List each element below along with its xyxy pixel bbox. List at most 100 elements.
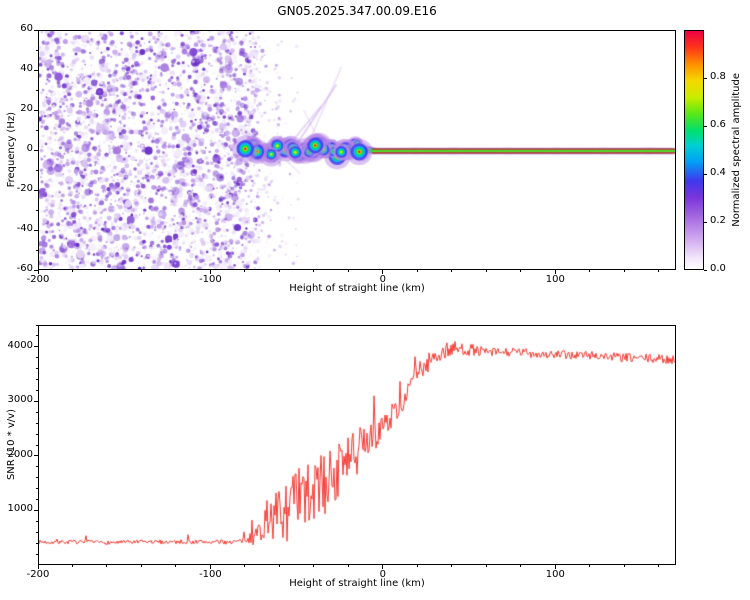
x-tick <box>209 565 211 569</box>
y-minor-tick <box>36 49 38 51</box>
y-tick-label: 20 <box>20 103 33 114</box>
y-minor-tick <box>36 129 38 131</box>
y-tick-label: 2000 <box>7 448 33 460</box>
colorbar-tick <box>704 125 707 127</box>
x-minor-tick <box>658 270 660 272</box>
snr-xlabel: Height of straight line (km) <box>289 578 425 589</box>
x-tick <box>554 270 556 274</box>
y-tick <box>34 149 38 151</box>
x-minor-tick <box>623 565 625 567</box>
x-minor-tick <box>347 270 349 272</box>
y-tick-label: -60 <box>16 263 33 274</box>
x-minor-tick <box>106 270 108 272</box>
x-tick <box>382 270 384 274</box>
x-minor-tick <box>485 270 487 272</box>
y-tick-label: 3000 <box>7 394 33 406</box>
colorbar-tick-label: 0.6 <box>710 119 726 130</box>
spectrogram-xlabel: Height of straight line (km) <box>289 283 425 294</box>
x-minor-tick <box>347 565 349 567</box>
y-minor-tick <box>36 422 38 424</box>
y-tick-label: 0 <box>26 143 33 154</box>
x-minor-tick <box>71 565 73 567</box>
y-minor-tick <box>36 444 38 446</box>
y-minor-tick <box>36 335 38 337</box>
x-minor-tick <box>313 565 315 567</box>
y-minor-tick <box>36 466 38 468</box>
y-minor-tick <box>36 368 38 370</box>
colorbar-label-box: Normalized spectral amplitude <box>729 30 743 270</box>
snr-ylabel: SNR (10 * v/v) <box>5 409 17 481</box>
x-minor-tick <box>451 270 453 272</box>
colorbar-tick-label: 0.4 <box>710 167 726 178</box>
x-tick-label: 100 <box>545 274 565 285</box>
y-tick <box>34 455 38 457</box>
y-minor-tick <box>36 357 38 359</box>
spectrogram-panel <box>38 30 676 270</box>
x-minor-tick <box>140 565 142 567</box>
y-tick-label: -40 <box>16 223 33 234</box>
x-minor-tick <box>416 565 418 567</box>
y-minor-tick <box>36 209 38 211</box>
colorbar-tick-label: 0.2 <box>710 215 726 226</box>
y-tick <box>34 109 38 111</box>
colorbar <box>684 30 704 270</box>
x-minor-tick <box>140 270 142 272</box>
x-minor-tick <box>589 270 591 272</box>
y-minor-tick <box>36 499 38 501</box>
y-tick <box>34 29 38 31</box>
colorbar-tick <box>704 77 707 79</box>
x-tick-label: 0 <box>379 274 387 285</box>
colorbar-label: Normalized spectral amplitude <box>730 73 742 227</box>
y-tick-label: 60 <box>20 23 33 34</box>
x-tick <box>382 565 384 569</box>
snr-canvas <box>39 326 675 564</box>
y-minor-tick <box>36 89 38 91</box>
x-minor-tick <box>278 270 280 272</box>
y-minor-tick <box>36 520 38 522</box>
x-minor-tick <box>244 270 246 272</box>
x-minor-tick <box>175 270 177 272</box>
y-minor-tick <box>36 488 38 490</box>
x-minor-tick <box>520 565 522 567</box>
y-tick <box>34 269 38 271</box>
colorbar-tick-label: 0.8 <box>710 71 726 82</box>
y-minor-tick <box>36 542 38 544</box>
y-tick-label: 40 <box>20 63 33 74</box>
x-minor-tick <box>313 270 315 272</box>
x-tick <box>209 270 211 274</box>
y-tick <box>34 509 38 511</box>
y-tick-label: 4000 <box>7 339 33 351</box>
colorbar-tick <box>704 269 707 271</box>
spectrogram-canvas <box>39 31 675 269</box>
x-tick-label: -200 <box>26 569 50 580</box>
y-minor-tick <box>36 324 38 326</box>
x-minor-tick <box>106 565 108 567</box>
x-minor-tick <box>589 565 591 567</box>
y-tick-label: -20 <box>16 183 33 194</box>
colorbar-tick-label: 0.0 <box>710 263 726 274</box>
x-minor-tick <box>71 270 73 272</box>
snr-ylabel-box: SNR (10 * v/v) <box>4 325 18 565</box>
snr-panel <box>38 325 676 565</box>
x-tick <box>554 565 556 569</box>
x-tick-label: -100 <box>199 569 222 580</box>
colorbar-tick <box>704 221 707 223</box>
y-minor-tick <box>36 411 38 413</box>
x-minor-tick <box>244 565 246 567</box>
y-tick <box>34 229 38 231</box>
x-minor-tick <box>623 270 625 272</box>
y-minor-tick <box>36 531 38 533</box>
y-minor-tick <box>36 389 38 391</box>
y-tick <box>34 189 38 191</box>
x-minor-tick <box>485 565 487 567</box>
x-tick <box>37 565 39 569</box>
y-minor-tick <box>36 169 38 171</box>
y-minor-tick <box>36 433 38 435</box>
y-tick <box>34 69 38 71</box>
figure-title: GN05.2025.347.00.09.E16 <box>277 4 437 18</box>
colorbar-tick <box>704 173 707 175</box>
x-tick-label: 100 <box>545 569 565 580</box>
x-tick <box>37 270 39 274</box>
x-minor-tick <box>416 270 418 272</box>
